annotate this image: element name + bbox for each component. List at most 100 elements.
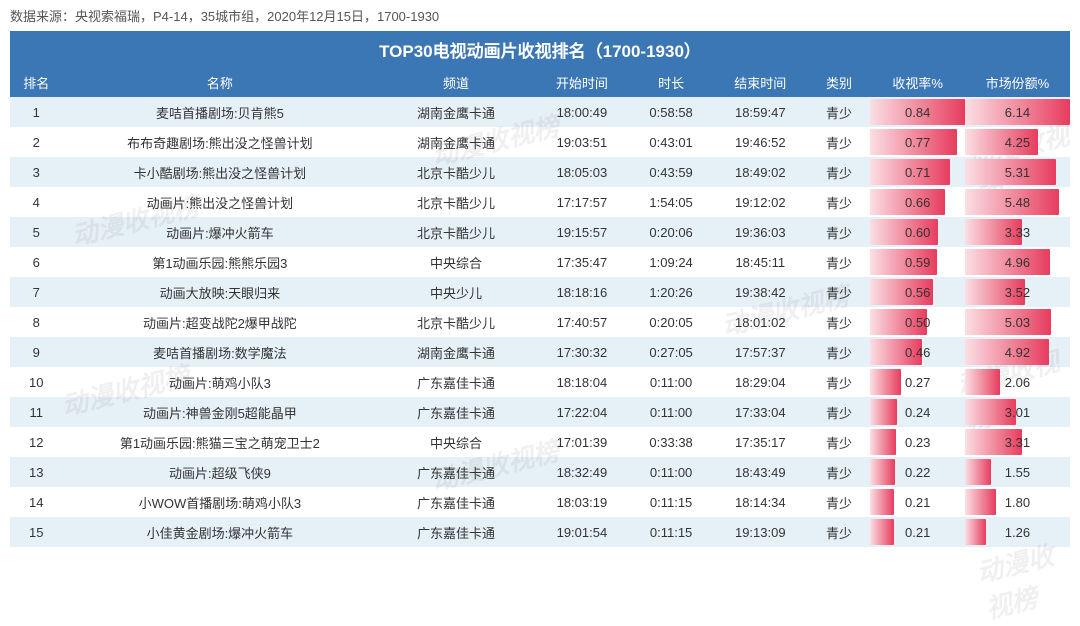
table-row: 2布布奇趣剧场:熊出没之怪兽计划湖南金鹰卡通19:03:510:43:0119:… bbox=[10, 127, 1070, 157]
table-row: 15小佳黄金剧场:爆冲火箭车广东嘉佳卡通19:01:540:11:1519:13… bbox=[10, 517, 1070, 547]
cell-channel: 湖南金鹰卡通 bbox=[377, 97, 534, 127]
cell-rating: 0.71 bbox=[870, 157, 964, 187]
cell-rating: 0.22 bbox=[870, 457, 964, 487]
cell-end: 19:36:03 bbox=[713, 217, 807, 247]
cell-dur: 1:09:24 bbox=[629, 247, 713, 277]
table-row: 10动画片:萌鸡小队3广东嘉佳卡通18:18:040:11:0018:29:04… bbox=[10, 367, 1070, 397]
cell-cat: 青少 bbox=[808, 457, 871, 487]
cell-end: 18:43:49 bbox=[713, 457, 807, 487]
cell-dur: 0:27:05 bbox=[629, 337, 713, 367]
cell-rank: 10 bbox=[10, 367, 62, 397]
cell-rating: 0.24 bbox=[870, 397, 964, 427]
col-rank: 排名 bbox=[10, 68, 62, 97]
cell-rank: 8 bbox=[10, 307, 62, 337]
cell-channel: 广东嘉佳卡通 bbox=[377, 487, 534, 517]
cell-dur: 0:58:58 bbox=[629, 97, 713, 127]
table-row: 7动画大放映:天眼归来中央少儿18:18:161:20:2619:38:42青少… bbox=[10, 277, 1070, 307]
cell-start: 18:05:03 bbox=[535, 157, 629, 187]
cell-rating: 0.60 bbox=[870, 217, 964, 247]
cell-share: 1.55 bbox=[965, 457, 1070, 487]
table-container: 动漫收视榜动漫收视榜动漫收视榜动漫收视榜动漫收视榜动漫收视榜动漫收视榜动漫收视榜… bbox=[0, 31, 1080, 547]
cell-end: 18:14:34 bbox=[713, 487, 807, 517]
table-row: 6第1动画乐园:熊熊乐园3中央综合17:35:471:09:2418:45:11… bbox=[10, 247, 1070, 277]
cell-rank: 11 bbox=[10, 397, 62, 427]
cell-name: 动画片:超变战陀2爆甲战陀 bbox=[62, 307, 377, 337]
cell-dur: 0:20:06 bbox=[629, 217, 713, 247]
cell-rank: 7 bbox=[10, 277, 62, 307]
cell-end: 18:49:02 bbox=[713, 157, 807, 187]
cell-dur: 0:43:59 bbox=[629, 157, 713, 187]
cell-channel: 北京卡酷少儿 bbox=[377, 217, 534, 247]
cell-rating: 0.23 bbox=[870, 427, 964, 457]
cell-name: 麦咭首播剧场:数学魔法 bbox=[62, 337, 377, 367]
cell-rank: 14 bbox=[10, 487, 62, 517]
cell-start: 18:03:19 bbox=[535, 487, 629, 517]
cell-rating: 0.50 bbox=[870, 307, 964, 337]
cell-rank: 5 bbox=[10, 217, 62, 247]
table-row: 3卡小酷剧场:熊出没之怪兽计划北京卡酷少儿18:05:030:43:5918:4… bbox=[10, 157, 1070, 187]
table-row: 8动画片:超变战陀2爆甲战陀北京卡酷少儿17:40:570:20:0518:01… bbox=[10, 307, 1070, 337]
cell-name: 卡小酷剧场:熊出没之怪兽计划 bbox=[62, 157, 377, 187]
cell-start: 17:01:39 bbox=[535, 427, 629, 457]
cell-cat: 青少 bbox=[808, 307, 871, 337]
cell-dur: 1:20:26 bbox=[629, 277, 713, 307]
ranking-table: TOP30电视动画片收视排名（1700-1930） 排名名称频道开始时间时长结束… bbox=[10, 31, 1070, 547]
cell-start: 17:30:32 bbox=[535, 337, 629, 367]
cell-start: 18:32:49 bbox=[535, 457, 629, 487]
cell-share: 6.14 bbox=[965, 97, 1070, 127]
cell-name: 动画大放映:天眼归来 bbox=[62, 277, 377, 307]
cell-cat: 青少 bbox=[808, 517, 871, 547]
cell-start: 18:18:04 bbox=[535, 367, 629, 397]
cell-share: 3.31 bbox=[965, 427, 1070, 457]
col-share: 市场份额% bbox=[965, 68, 1070, 97]
cell-channel: 广东嘉佳卡通 bbox=[377, 367, 534, 397]
cell-channel: 北京卡酷少儿 bbox=[377, 187, 534, 217]
col-channel: 频道 bbox=[377, 68, 534, 97]
cell-end: 19:12:02 bbox=[713, 187, 807, 217]
cell-end: 18:29:04 bbox=[713, 367, 807, 397]
col-cat: 类别 bbox=[808, 68, 871, 97]
cell-rating: 0.27 bbox=[870, 367, 964, 397]
cell-channel: 广东嘉佳卡通 bbox=[377, 517, 534, 547]
table-row: 12第1动画乐园:熊猫三宝之萌宠卫士2中央综合17:01:390:33:3817… bbox=[10, 427, 1070, 457]
cell-end: 17:35:17 bbox=[713, 427, 807, 457]
cell-rating: 0.21 bbox=[870, 517, 964, 547]
col-dur: 时长 bbox=[629, 68, 713, 97]
table-row: 5动画片:爆冲火箭车北京卡酷少儿19:15:570:20:0619:36:03青… bbox=[10, 217, 1070, 247]
cell-name: 小佳黄金剧场:爆冲火箭车 bbox=[62, 517, 377, 547]
cell-rank: 3 bbox=[10, 157, 62, 187]
table-row: 13动画片:超级飞侠9广东嘉佳卡通18:32:490:11:0018:43:49… bbox=[10, 457, 1070, 487]
cell-cat: 青少 bbox=[808, 427, 871, 457]
cell-share: 1.80 bbox=[965, 487, 1070, 517]
cell-share: 4.96 bbox=[965, 247, 1070, 277]
cell-rating: 0.21 bbox=[870, 487, 964, 517]
cell-cat: 青少 bbox=[808, 397, 871, 427]
cell-share: 4.25 bbox=[965, 127, 1070, 157]
cell-channel: 北京卡酷少儿 bbox=[377, 307, 534, 337]
cell-rank: 9 bbox=[10, 337, 62, 367]
cell-share: 2.06 bbox=[965, 367, 1070, 397]
cell-start: 19:03:51 bbox=[535, 127, 629, 157]
cell-share: 5.03 bbox=[965, 307, 1070, 337]
cell-dur: 0:11:15 bbox=[629, 517, 713, 547]
cell-share: 4.92 bbox=[965, 337, 1070, 367]
cell-name: 动画片:爆冲火箭车 bbox=[62, 217, 377, 247]
cell-share: 3.01 bbox=[965, 397, 1070, 427]
cell-cat: 青少 bbox=[808, 127, 871, 157]
cell-rating: 0.77 bbox=[870, 127, 964, 157]
cell-cat: 青少 bbox=[808, 487, 871, 517]
col-start: 开始时间 bbox=[535, 68, 629, 97]
cell-start: 17:35:47 bbox=[535, 247, 629, 277]
cell-name: 动画片:萌鸡小队3 bbox=[62, 367, 377, 397]
table-title: TOP30电视动画片收视排名（1700-1930） bbox=[10, 31, 1070, 68]
cell-name: 动画片:熊出没之怪兽计划 bbox=[62, 187, 377, 217]
col-end: 结束时间 bbox=[713, 68, 807, 97]
cell-dur: 1:54:05 bbox=[629, 187, 713, 217]
cell-end: 17:57:37 bbox=[713, 337, 807, 367]
cell-share: 3.52 bbox=[965, 277, 1070, 307]
cell-rank: 13 bbox=[10, 457, 62, 487]
cell-channel: 广东嘉佳卡通 bbox=[377, 397, 534, 427]
cell-channel: 广东嘉佳卡通 bbox=[377, 457, 534, 487]
cell-channel: 湖南金鹰卡通 bbox=[377, 337, 534, 367]
table-row: 11动画片:神兽金刚5超能晶甲广东嘉佳卡通17:22:040:11:0017:3… bbox=[10, 397, 1070, 427]
